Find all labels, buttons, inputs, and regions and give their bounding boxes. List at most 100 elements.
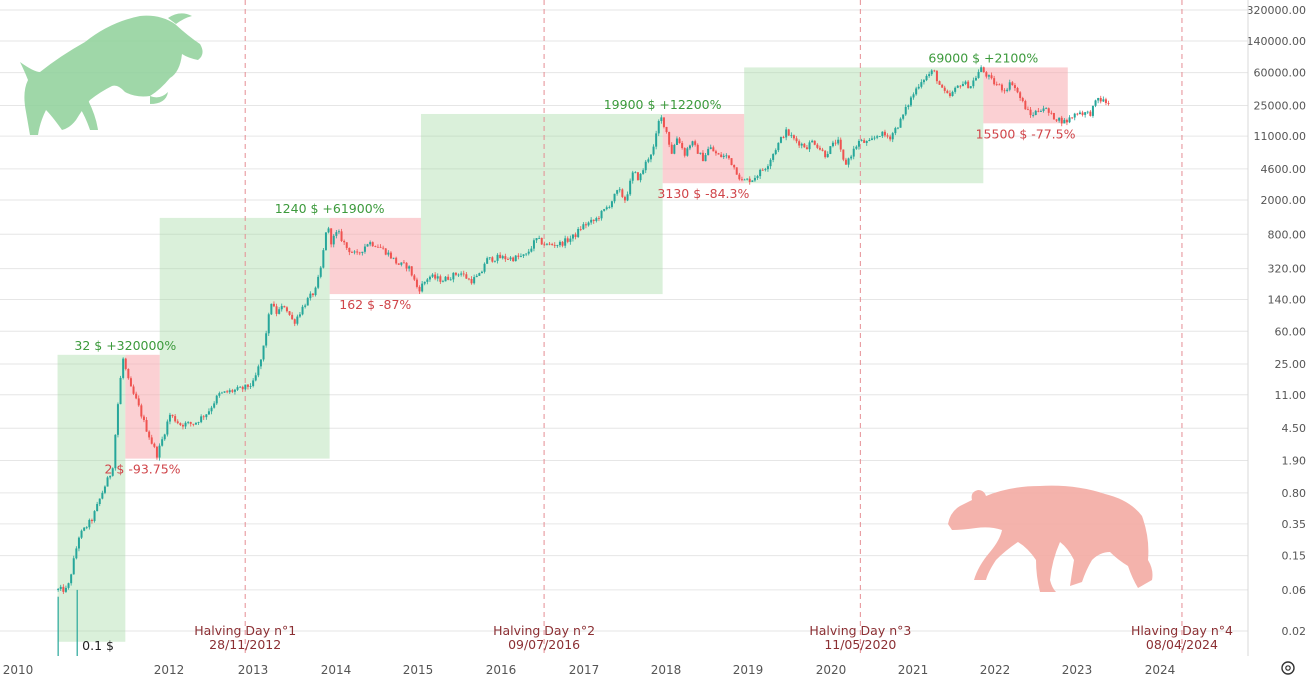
halving-lines — [244, 0, 1183, 656]
candle-body — [153, 443, 156, 447]
candle-body — [564, 238, 567, 246]
candle-body — [623, 196, 626, 201]
candle-body — [252, 380, 255, 386]
candle-body — [296, 316, 299, 324]
candle-body — [103, 486, 106, 493]
candle-body — [857, 140, 860, 147]
candle-body — [1039, 110, 1042, 112]
candle-body — [907, 105, 910, 107]
candle-body — [509, 257, 512, 260]
candle-body — [603, 209, 606, 211]
candle-body — [930, 70, 933, 75]
candle-body — [616, 190, 619, 194]
candle-body — [192, 423, 195, 425]
candle-body — [785, 129, 788, 138]
candle-body — [67, 583, 70, 588]
candle-body — [259, 359, 262, 367]
candle-body — [101, 492, 104, 499]
candle-body — [740, 179, 743, 181]
candle-body — [595, 218, 598, 221]
bull-icon — [20, 13, 203, 136]
candle-body — [777, 142, 780, 151]
candle-body — [699, 152, 702, 154]
bear-zone-label: 15500 $ -77.5% — [976, 126, 1076, 141]
candle-body — [912, 94, 915, 98]
min-price-label: 0.1 $ — [82, 638, 114, 653]
candle-body — [363, 246, 366, 252]
candle-body — [787, 129, 790, 136]
candle-body — [408, 266, 411, 269]
x-tick-label: 2019 — [733, 663, 764, 677]
candle-body — [985, 72, 988, 77]
candle-body — [574, 234, 577, 237]
candle-body — [769, 159, 772, 167]
candle-body — [127, 368, 130, 379]
candle-body — [512, 257, 515, 262]
candle-body — [501, 256, 504, 259]
candle-body — [486, 258, 489, 264]
candle-body — [213, 403, 216, 408]
bull-zone-label: 69000 $ +2100% — [928, 50, 1038, 65]
candle-body — [496, 254, 499, 261]
candle-body — [1091, 105, 1094, 116]
price-candles — [57, 65, 1110, 656]
bull-zone-label: 19900 $ +12200% — [604, 97, 722, 112]
candle-body — [969, 86, 972, 89]
candle-body — [452, 272, 455, 280]
candle-body — [974, 77, 977, 81]
candle-body — [382, 247, 385, 249]
candle-body — [990, 75, 993, 79]
candle-body — [369, 242, 372, 245]
candle-body — [977, 71, 980, 78]
candle-body — [756, 176, 759, 178]
candle-body — [397, 263, 400, 265]
y-tick-label: 60.00 — [1275, 325, 1307, 338]
candle-body — [395, 257, 398, 264]
candle-body — [709, 147, 712, 149]
candle-body — [223, 391, 226, 393]
candle-body — [883, 131, 886, 136]
bear-zone-label: 162 $ -87% — [339, 297, 411, 312]
candle-body — [330, 228, 333, 245]
bull-zone-label: 32 $ +320000% — [74, 338, 176, 353]
candle-body — [790, 135, 793, 137]
candle-body — [839, 139, 842, 150]
y-tick-label: 0.15 — [1282, 550, 1307, 563]
candle-body — [132, 386, 135, 394]
candle-body — [673, 144, 676, 154]
x-tick-label: 2023 — [1062, 663, 1093, 677]
y-tick-label: 25.00 — [1275, 358, 1307, 371]
bear-zone — [125, 354, 160, 459]
candle-body — [909, 97, 912, 106]
candle-body — [1021, 98, 1024, 102]
candle-body — [135, 393, 138, 399]
candle-body — [600, 210, 603, 219]
bear-zone — [983, 67, 1068, 124]
settings-gear-icon[interactable] — [1281, 661, 1295, 675]
candle-body — [1029, 109, 1032, 116]
bear-zone-label: 2 $ -93.75% — [105, 462, 181, 477]
candle-body — [543, 244, 546, 246]
candle-body — [621, 189, 624, 197]
candle-body — [155, 446, 158, 458]
candle-body — [1089, 111, 1092, 116]
bear-zone — [329, 217, 421, 295]
candle-body — [77, 537, 80, 549]
candle-body — [480, 271, 483, 274]
candle-body — [1013, 85, 1016, 89]
candle-body — [413, 275, 416, 280]
candle-body — [1078, 112, 1081, 115]
y-tick-label: 25000.00 — [1254, 99, 1307, 112]
x-tick-label: 2010 — [3, 663, 34, 677]
candle-body — [504, 256, 507, 260]
candle-body — [1037, 110, 1040, 112]
candle-body — [366, 244, 369, 247]
candle-body — [608, 207, 611, 208]
candle-body — [483, 263, 486, 272]
candle-body — [90, 519, 93, 522]
candle-body — [590, 219, 593, 223]
y-tick-label: 140000.00 — [1247, 35, 1307, 48]
candle-body — [218, 393, 221, 396]
candle-body — [1076, 113, 1079, 115]
candle-body — [597, 218, 600, 219]
